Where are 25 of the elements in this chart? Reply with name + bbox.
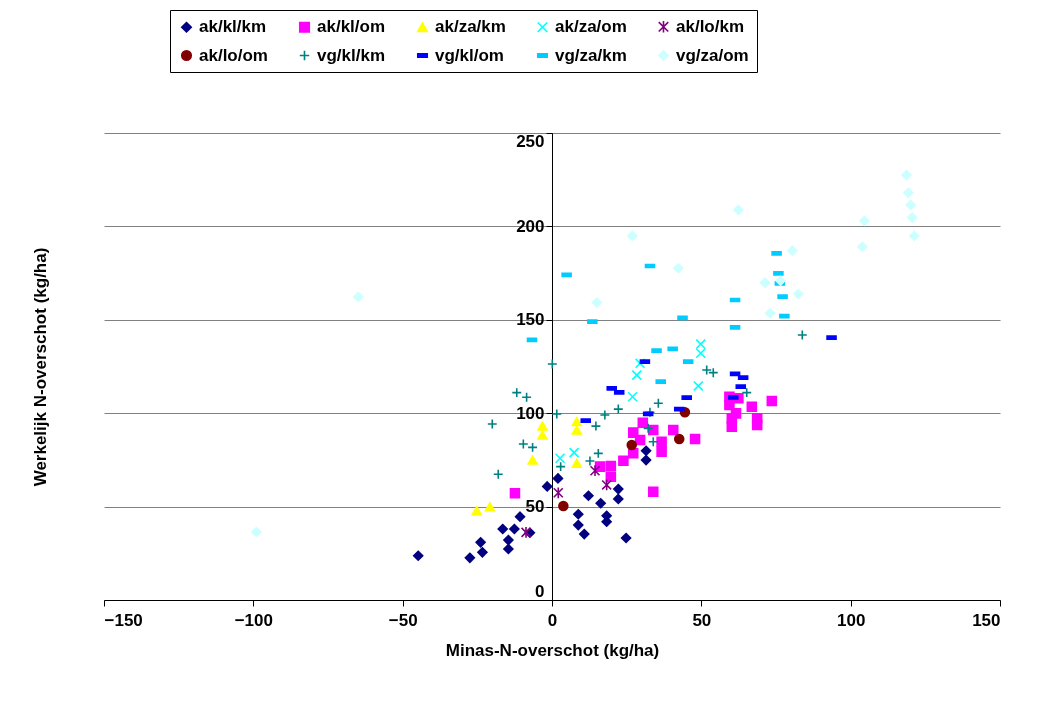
x-tick-label: 0 (547, 610, 558, 630)
y-tick-label: 0 (535, 581, 545, 601)
legend-label: ak/kl/km (199, 17, 267, 37)
legend-label: ak/za/om (555, 17, 627, 37)
y-tick-label: 250 (516, 131, 545, 151)
legend-label: ak/za/km (435, 17, 506, 37)
legend-label: vg/kl/om (435, 45, 504, 65)
y-tick-label: 50 (525, 497, 545, 517)
y-tick-label: 100 (516, 403, 545, 423)
x-tick-label: −100 (234, 610, 273, 630)
x-axis-title: Minas-N-overschot (kg/ha) (445, 640, 660, 660)
legend-label: vg/kl/km (317, 45, 386, 65)
x-tick-label: −50 (388, 610, 418, 630)
legend-label: vg/za/om (676, 45, 749, 65)
x-tick-label: 150 (972, 610, 1001, 630)
y-axis-title: Werkelijk N-overschot (kg/ha) (30, 247, 50, 487)
y-tick-label: 150 (516, 310, 545, 330)
x-tick-label: 100 (836, 610, 866, 630)
legend-label: vg/za/km (555, 45, 627, 65)
legend-label: ak/lo/om (199, 45, 268, 65)
x-tick-label: −150 (104, 610, 143, 630)
legend-label: ak/kl/om (317, 17, 386, 37)
y-tick-label: 200 (516, 216, 545, 236)
x-tick-label: 50 (692, 610, 712, 630)
legend-label: ak/lo/km (676, 16, 745, 36)
